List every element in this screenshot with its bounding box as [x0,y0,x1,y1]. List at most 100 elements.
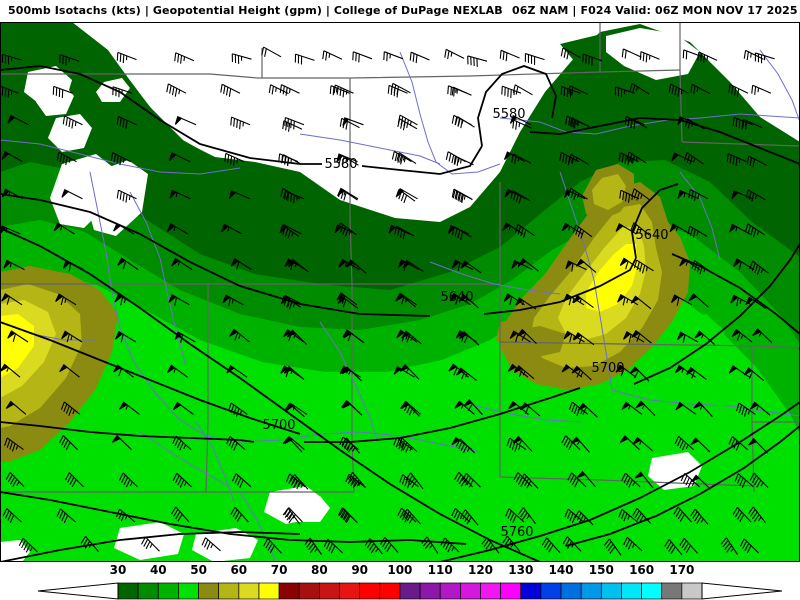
wind-barb [679,537,698,554]
wind-barb [231,53,252,64]
colorbar-band-135 [540,582,562,600]
wind-barb [5,471,25,488]
wind-barb [574,510,594,526]
wind-barb [230,258,252,271]
wind-barb [380,536,399,553]
colorbar-tick-110: 110 [427,563,453,577]
wind-barb [117,257,139,271]
wind-barb [458,293,479,309]
wind-barb [222,294,244,306]
wind-barb [110,152,131,166]
colorbar-tick-30: 30 [109,563,127,577]
wind-barb [288,258,309,273]
colorbar-band-70 [278,582,300,600]
state-border-n1 [0,73,350,79]
wind-barb [347,471,366,488]
wind-barb [560,86,581,99]
wind-barb [749,260,769,275]
wind-barb [512,119,533,130]
wind-barb [633,259,654,274]
wind-barb [391,150,412,165]
wind-barb [281,154,302,166]
river-s13 [679,171,721,261]
river-s10 [139,431,229,487]
wind-barb [61,330,83,343]
contour-5640-w [0,193,431,317]
wind-barb [141,536,160,552]
wind-barb [341,437,360,454]
wind-barb [282,436,303,453]
wind-barb [632,508,651,524]
wind-barb [174,331,196,343]
wind-barb [733,258,755,271]
wind-barb [630,295,652,310]
wind-barb [400,401,420,417]
wind-barb [364,538,383,555]
contour-5760-e [565,425,800,547]
wind-barb [732,506,752,523]
wind-barb [230,506,249,523]
colorbar-band-30 [117,582,139,600]
wind-barb [5,400,27,415]
wind-barb [168,294,190,306]
wind-barb [519,473,539,489]
map-canvas[interactable]: 5580 5580 5640 5640 5700 5700 5760 [0,22,800,562]
wind-barb [629,82,650,95]
wind-barb [393,366,415,378]
wind-barb [503,293,525,306]
wind-barb [512,435,533,452]
wind-barb [2,508,22,523]
wind-barb [501,85,522,98]
wind-barb [514,223,535,238]
river-s12 [195,421,235,503]
wind-barb [511,153,532,164]
colorbar-band-60 [238,582,260,600]
wind-barb [172,472,192,488]
wind-barb [507,363,529,378]
wind-barb [506,437,527,452]
wind-barb [286,329,307,345]
wind-barb [524,53,545,65]
colorbar-tick-130: 130 [508,563,534,577]
colorbar-band-80 [319,582,340,600]
wind-barb [567,187,588,200]
colorbar-band-45 [178,582,199,600]
contour-5640-e [483,257,637,315]
wind-barb [342,400,363,416]
wind-barb [697,51,718,64]
colorbar-tick-labels: 30 40 50 60 70 80 90 100 110 120 130 140 150 160 170 [0,562,800,582]
colorbar-band-150 [600,582,622,600]
wind-barb [671,152,693,163]
wind-barb [560,47,581,60]
wind-barb [623,536,643,552]
wind-barb [461,472,481,488]
wind-barb [402,508,421,525]
isotach-core-plains-north-55 [592,174,626,210]
wind-barb [751,84,772,95]
wind-barb [664,539,683,556]
wind-barb [615,364,637,378]
wind-barb [343,329,365,344]
wind-barb [338,154,359,166]
wind-barb [745,296,767,309]
wind-barb [562,536,582,552]
contour-5640c [631,183,679,259]
wind-barb [568,85,589,96]
river-platte [399,51,501,175]
wind-barb [220,223,243,235]
state-border-h5 [499,476,755,487]
wind-barb [603,538,622,556]
wind-barb [409,51,430,64]
wind-barb [631,329,652,344]
colorbar[interactable]: 30 40 50 60 70 80 90 100 110 120 130 140 150 160 170 [0,562,800,600]
wind-barb [421,536,439,554]
wind-barb [283,365,305,381]
wind-barb [499,49,520,62]
wind-barb [686,366,707,381]
wind-barb [4,437,24,452]
wind-barb [515,297,537,310]
wind-barb [569,117,590,128]
contour-5580-east [361,145,483,175]
wind-barb [345,473,365,489]
